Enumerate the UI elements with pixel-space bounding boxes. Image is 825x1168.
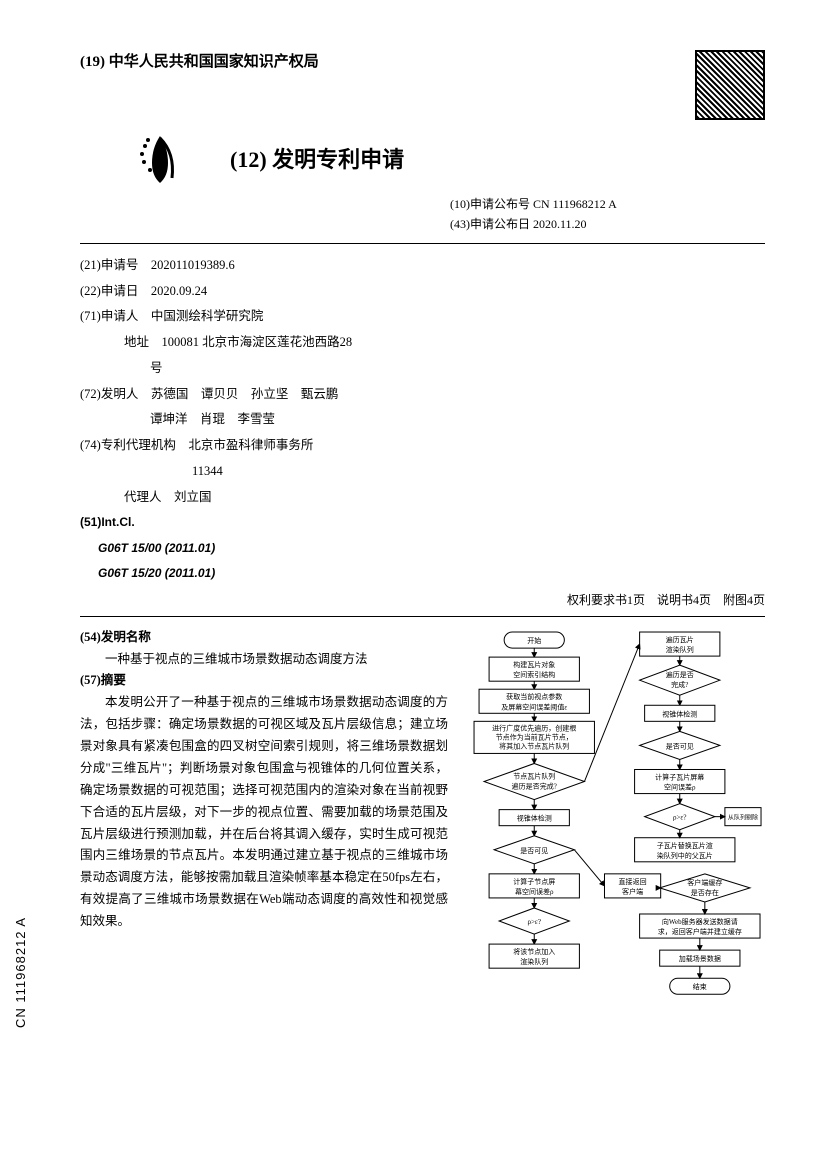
fc-load: 加载场景数据 <box>679 954 721 963</box>
fc-repa: 子瓦片替换瓦片渲 <box>657 840 713 849</box>
fc-r1a: 遍历瓦片 <box>666 635 694 644</box>
int-cl-label: (51)Int.Cl. <box>80 511 765 535</box>
fc-webb: 求，返回客户端并建立缓存 <box>658 927 742 936</box>
fc-r1b: 渲染队列 <box>666 645 694 654</box>
side-publication-number: CN 111968212 A <box>13 917 28 1028</box>
fc-n1b: 空间索引结构 <box>513 670 555 679</box>
authority-name: (19) 中华人民共和国国家知识产权局 <box>80 50 319 71</box>
applicant-address: 地址 100081 北京市海淀区莲花池西路28 <box>124 331 765 355</box>
abstract-figure: 开始 构建瓦片对象 空间索引结构 获取当前视点参数 及屏幕空间误差阈值ε 进行广… <box>464 627 765 1052</box>
fc-r3a: 计算子瓦片屏幕 <box>655 772 704 781</box>
fc-backb: 客户端 <box>622 887 643 896</box>
abstract-text: 本发明公开了一种基于视点的三维城市场景数据动态调度的方法，包括步骤：确定场景数据… <box>80 692 448 933</box>
fc-cachea: 客户端缓存 <box>687 878 722 887</box>
fc-rd3: ρ>ε? <box>673 813 687 821</box>
qr-code <box>695 50 765 120</box>
document-type: (12) 发明专利申请 <box>230 142 404 174</box>
fc-start: 开始 <box>527 636 541 645</box>
divider <box>80 243 765 244</box>
publication-number: (10)申请公布号 CN 111968212 A <box>450 194 765 214</box>
divider-2 <box>80 616 765 617</box>
fc-n4: 视锥体检测 <box>517 813 552 822</box>
fc-n5b: 幕空间误差ρ <box>515 887 554 896</box>
application-number: (21)申请号 202011019389.6 <box>80 254 765 278</box>
fc-n2b: 及屏幕空间误差阈值ε <box>501 702 567 711</box>
section-57-label: (57)摘要 <box>80 670 448 692</box>
publication-date: (43)申请公布日 2020.11.20 <box>450 214 765 234</box>
int-cl-2: G06T 15/20 (2011.01) <box>98 562 765 585</box>
fc-d3: ρ>ε? <box>527 918 541 926</box>
cnipa-logo <box>130 128 190 188</box>
fc-r2: 视锥体检测 <box>662 709 697 718</box>
fc-weba: 向Web服务器发送数据请 <box>662 917 738 926</box>
section-54-label: (54)发明名称 <box>80 627 448 649</box>
fc-n5a: 计算子节点屏 <box>513 877 555 886</box>
inventors-cont: 谭坤洋 肖琨 李雪莹 <box>150 408 765 432</box>
agent-person: 代理人 刘立国 <box>124 486 765 510</box>
agent-org: (74)专利代理机构 北京市盈科律师事务所 <box>80 434 765 458</box>
agent-org-code: 11344 <box>192 460 765 484</box>
fc-backa: 直接返回 <box>618 877 646 886</box>
fc-n6b: 渲染队列 <box>520 957 548 966</box>
bibliographic-section: (21)申请号 202011019389.6 (22)申请日 2020.09.2… <box>80 254 765 585</box>
fc-cacheb: 是否存在 <box>691 888 719 897</box>
fc-repb: 染队列中的父瓦片 <box>657 850 713 859</box>
fc-n6a: 将该节点加入 <box>513 947 555 956</box>
application-date: (22)申请日 2020.09.24 <box>80 280 765 304</box>
inventors: (72)发明人 苏德国 谭贝贝 孙立坚 甄云鹏 <box>80 383 765 407</box>
fc-d2: 是否可见 <box>520 846 548 854</box>
fc-end: 结束 <box>693 982 707 991</box>
int-cl-1: G06T 15/00 (2011.01) <box>98 537 765 560</box>
applicant-address-cont: 号 <box>150 357 765 381</box>
fc-n2a: 获取当前视点参数 <box>506 692 562 701</box>
invention-title: 一种基于视点的三维城市场景数据动态调度方法 <box>80 649 448 671</box>
fc-d1b: 遍历是否完成? <box>512 781 557 790</box>
fc-d1a: 节点瓦片队列 <box>513 771 555 780</box>
fc-n3a: 进行广度优先遍历，创建根 <box>492 723 576 732</box>
fc-remove: 从队列剔除 <box>728 813 758 821</box>
fc-r3b: 空间误差ρ <box>664 782 696 791</box>
page-counts: 权利要求书1页 说明书4页 附图4页 <box>80 591 765 608</box>
fc-rd1a: 遍历是否 <box>666 670 694 679</box>
applicant: (71)申请人 中国测绘科学研究院 <box>80 305 765 329</box>
fc-rd1b: 完成? <box>671 680 688 689</box>
fc-rd2: 是否可见 <box>666 742 694 750</box>
fc-n3b: 节点作为当前瓦片节点， <box>496 732 573 741</box>
fc-n1a: 构建瓦片对象 <box>513 660 555 669</box>
fc-n3c: 将其加入节点瓦片队列 <box>499 741 569 750</box>
